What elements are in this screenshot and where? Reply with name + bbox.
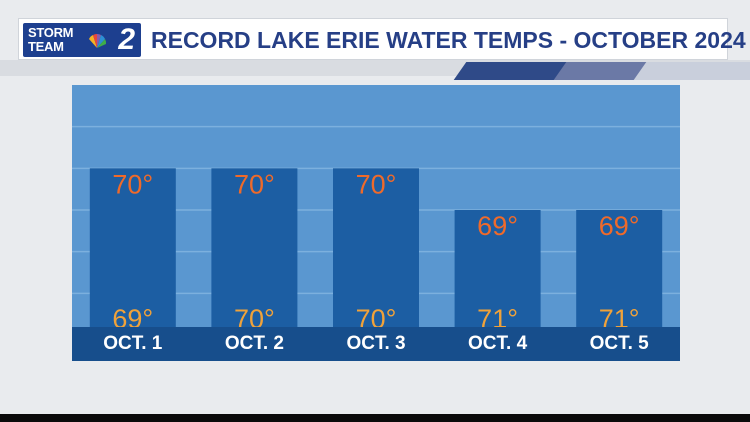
bar: [333, 168, 419, 335]
bar: [211, 168, 298, 335]
bar: [576, 210, 663, 335]
upper-value-label: 70°: [234, 169, 275, 199]
title-bar: STORM TEAM 2 RECORD LAKE ERIE WATER TEMP…: [18, 18, 746, 60]
peacock-icon: [89, 33, 107, 48]
chart-title: RECORD LAKE ERIE WATER TEMPS - OCTOBER 2…: [151, 27, 746, 53]
station-logo: STORM TEAM 2: [23, 23, 141, 57]
x-tick-label: OCT. 2: [225, 333, 284, 354]
bar: [454, 210, 541, 335]
upper-value-label: 70°: [356, 169, 397, 199]
axis-band: [72, 327, 680, 361]
accent-stripe-light: [633, 62, 750, 80]
chart-panel: 70°69°70°70°70°70°69°71°69°71°OCT. 1 OCT.…: [72, 85, 680, 361]
x-tick-label: OCT. 1: [103, 333, 163, 354]
x-tick-label: OCT. 3: [346, 333, 405, 354]
upper-value-label: 70°: [112, 169, 153, 199]
logo-text-storm: STORM: [28, 25, 74, 40]
upper-value-label: 69°: [599, 211, 640, 241]
logo-text-team: TEAM: [28, 39, 64, 54]
upper-value-label: 69°: [477, 211, 518, 241]
bar: [89, 168, 176, 335]
logo-number: 2: [118, 23, 135, 56]
bottom-bar: [0, 414, 750, 422]
x-tick-label: OCT. 5: [590, 333, 650, 354]
x-tick-label: OCT. 4: [468, 333, 528, 354]
